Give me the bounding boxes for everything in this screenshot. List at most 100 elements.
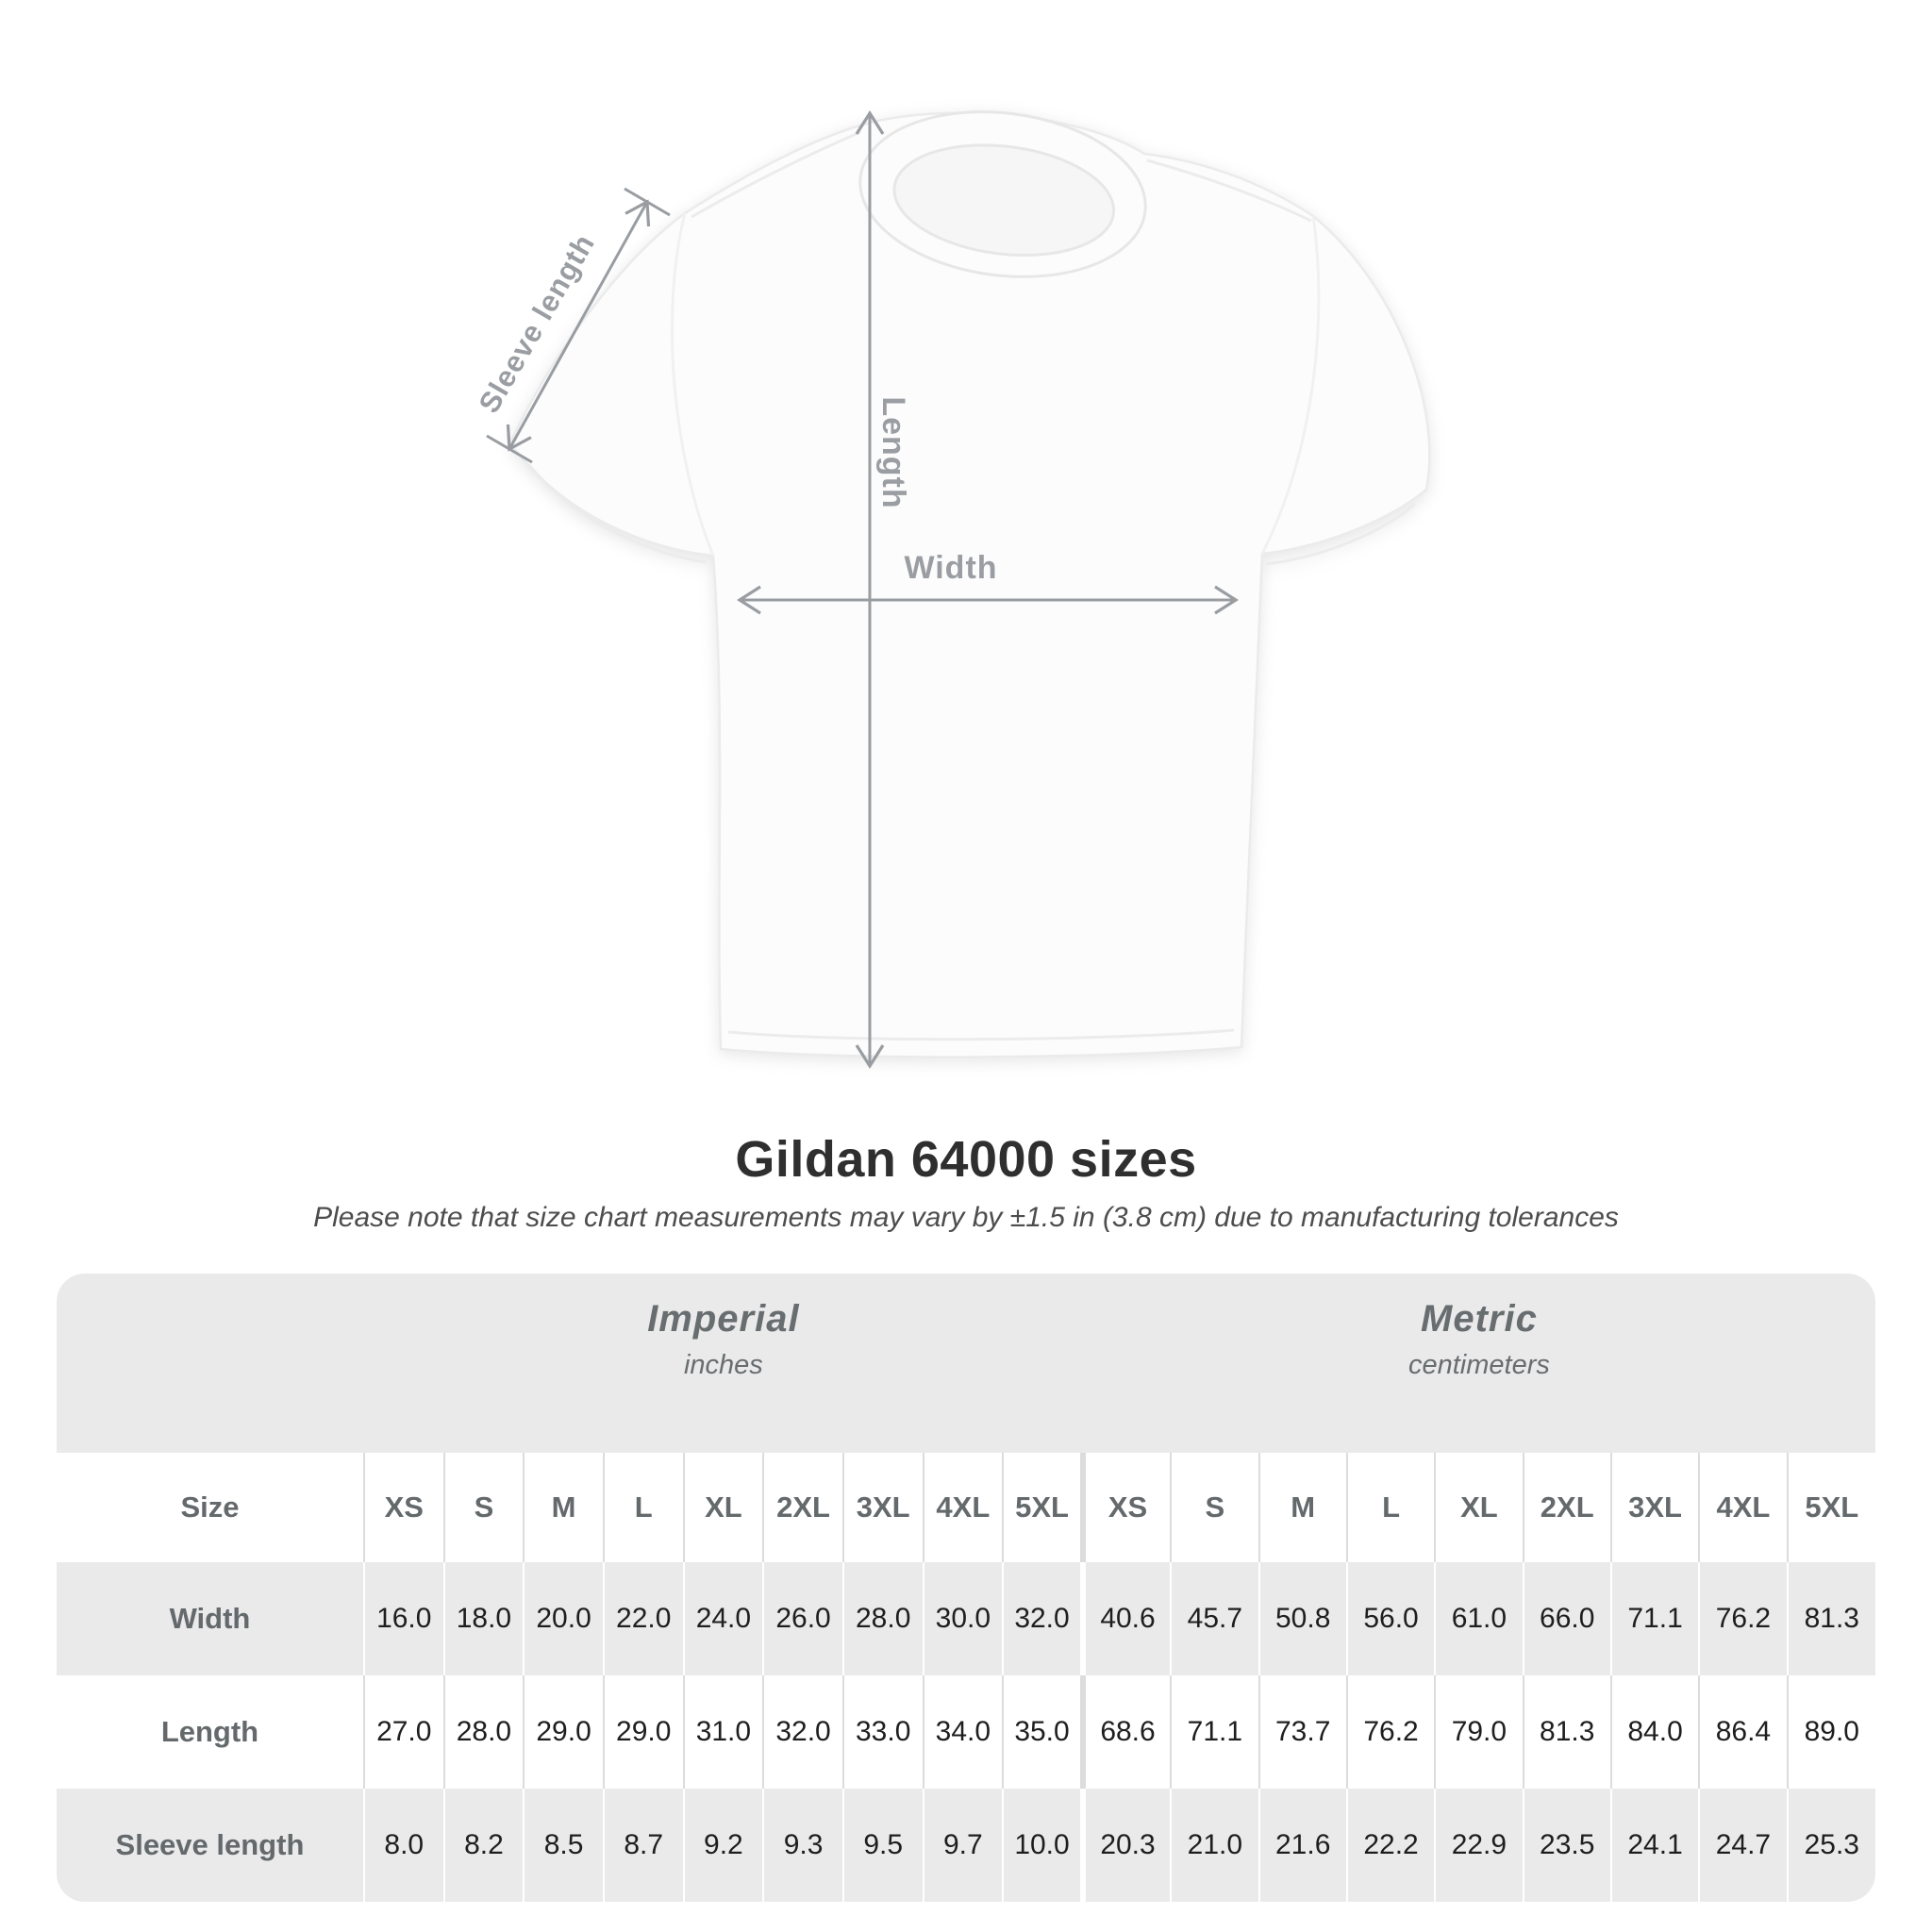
row-label-width: Width xyxy=(169,1602,251,1635)
imperial-size-col-4xl: 4XL xyxy=(922,1453,1004,1562)
metric-size-col-4xl: 4XL xyxy=(1698,1453,1788,1562)
cell-sleeve-metric-2xl: 23.5 xyxy=(1522,1789,1611,1902)
cell-width-metric-m: 50.8 xyxy=(1257,1562,1347,1675)
width-label: Width xyxy=(904,550,997,586)
cell-width-imperial-xs: 16.0 xyxy=(362,1562,444,1675)
cell-length-imperial-3xl: 33.0 xyxy=(841,1675,924,1789)
cell-width-imperial-3xl: 28.0 xyxy=(841,1562,924,1675)
cell-sleeve-imperial-s: 8.2 xyxy=(442,1789,525,1902)
cell-length-metric-l: 76.2 xyxy=(1345,1675,1436,1789)
cell-width-metric-xs: 40.6 xyxy=(1079,1562,1172,1675)
imperial-size-col-xs: XS xyxy=(362,1453,444,1562)
cell-width-metric-s: 45.7 xyxy=(1170,1562,1259,1675)
cell-length-imperial-2xl: 32.0 xyxy=(762,1675,843,1789)
right-shoulder-seam xyxy=(1146,158,1312,223)
cell-sleeve-imperial-l: 8.7 xyxy=(602,1789,684,1902)
metric-size-col-xs: XS xyxy=(1079,1453,1172,1562)
cell-width-metric-5xl: 81.3 xyxy=(1786,1562,1875,1675)
imperial-title: Imperial xyxy=(647,1298,800,1340)
cell-sleeve-metric-l: 22.2 xyxy=(1345,1789,1436,1902)
cell-width-imperial-l: 22.0 xyxy=(602,1562,684,1675)
cell-length-imperial-xl: 31.0 xyxy=(682,1675,764,1789)
tshirt-graphic xyxy=(508,110,1431,1058)
cell-sleeve-metric-3xl: 24.1 xyxy=(1609,1789,1700,1902)
imperial-unit: inches xyxy=(683,1350,763,1380)
cell-width-imperial-4xl: 30.0 xyxy=(922,1562,1004,1675)
cell-width-metric-2xl: 66.0 xyxy=(1522,1562,1611,1675)
cell-length-imperial-5xl: 35.0 xyxy=(1002,1675,1083,1789)
cell-width-imperial-2xl: 26.0 xyxy=(762,1562,843,1675)
right-sleeve-hem xyxy=(1265,502,1416,566)
size-header-label: Size xyxy=(180,1491,240,1524)
imperial-size-col-s: S xyxy=(442,1453,525,1562)
cell-sleeve-metric-4xl: 24.7 xyxy=(1698,1789,1788,1902)
right-armhole-seam xyxy=(1260,215,1321,555)
tolerance-note: Please note that size chart measurements… xyxy=(313,1202,1619,1233)
cell-length-metric-m: 73.7 xyxy=(1257,1675,1347,1789)
metric-size-col-2xl: 2XL xyxy=(1522,1453,1611,1562)
collar xyxy=(858,110,1147,278)
imperial-size-col-l: L xyxy=(602,1453,684,1562)
cell-width-metric-xl: 61.0 xyxy=(1434,1562,1524,1675)
metric-title: Metric xyxy=(1421,1298,1538,1340)
cell-width-metric-3xl: 71.1 xyxy=(1609,1562,1700,1675)
left-shoulder-seam xyxy=(691,130,861,219)
length-label: Length xyxy=(875,396,911,508)
metric-size-col-s: S xyxy=(1170,1453,1259,1562)
imperial-size-col-3xl: 3XL xyxy=(841,1453,924,1562)
left-sleeve-hem xyxy=(526,463,707,564)
cell-length-imperial-xs: 27.0 xyxy=(362,1675,444,1789)
cell-length-metric-s: 71.1 xyxy=(1170,1675,1259,1789)
imperial-size-col-5xl: 5XL xyxy=(1002,1453,1083,1562)
cell-length-imperial-4xl: 34.0 xyxy=(922,1675,1004,1789)
cell-width-imperial-m: 20.0 xyxy=(523,1562,604,1675)
cell-sleeve-metric-xl: 22.9 xyxy=(1434,1789,1524,1902)
cell-length-metric-4xl: 86.4 xyxy=(1698,1675,1788,1789)
sleeve-length-row: Sleeve length 8.0 8.2 8.5 8.7 9.2 9.3 9.… xyxy=(57,1789,1875,1902)
cell-length-metric-5xl: 89.0 xyxy=(1786,1675,1875,1789)
size-header-row: Size XS S M L XL 2XL 3XL 4XL 5XL XS S M … xyxy=(57,1453,1875,1562)
size-table-container: Imperial inches Metric centimeters Size … xyxy=(57,1274,1875,1902)
size-table: Imperial inches Metric centimeters Size … xyxy=(57,1274,1875,1902)
cell-sleeve-metric-xs: 20.3 xyxy=(1079,1789,1172,1902)
cell-length-metric-xs: 68.6 xyxy=(1079,1675,1172,1789)
units-band-row: Imperial inches Metric centimeters xyxy=(57,1274,1875,1453)
left-armhole-seam xyxy=(670,212,715,557)
width-row: Width 16.0 18.0 20.0 22.0 24.0 26.0 28.0… xyxy=(57,1562,1875,1675)
cell-sleeve-metric-m: 21.6 xyxy=(1257,1789,1347,1902)
metric-size-col-m: M xyxy=(1257,1453,1347,1562)
imperial-size-col-xl: XL xyxy=(682,1453,764,1562)
cell-width-imperial-xl: 24.0 xyxy=(682,1562,764,1675)
cell-sleeve-imperial-xl: 9.2 xyxy=(682,1789,764,1902)
page-title: Gildan 64000 sizes xyxy=(735,1131,1197,1188)
metric-size-col-xl: XL xyxy=(1434,1453,1524,1562)
cell-sleeve-imperial-4xl: 9.7 xyxy=(922,1789,1004,1902)
cell-sleeve-imperial-m: 8.5 xyxy=(523,1789,604,1902)
metric-unit: centimeters xyxy=(1407,1350,1550,1380)
imperial-size-col-2xl: 2XL xyxy=(762,1453,843,1562)
cell-length-imperial-s: 28.0 xyxy=(442,1675,525,1789)
cell-length-metric-xl: 79.0 xyxy=(1434,1675,1524,1789)
metric-band: Metric centimeters xyxy=(1083,1274,1875,1453)
cell-width-imperial-s: 18.0 xyxy=(442,1562,525,1675)
tshirt-measurement-diagram: Length Width Sleeve length xyxy=(473,110,1431,1069)
cell-length-metric-3xl: 84.0 xyxy=(1609,1675,1700,1789)
bottom-hem xyxy=(727,1028,1235,1041)
metric-size-col-3xl: 3XL xyxy=(1609,1453,1700,1562)
cell-sleeve-imperial-3xl: 9.5 xyxy=(841,1789,924,1902)
metric-size-col-l: L xyxy=(1345,1453,1436,1562)
cell-sleeve-imperial-xs: 8.0 xyxy=(362,1789,444,1902)
cell-width-metric-4xl: 76.2 xyxy=(1698,1562,1788,1675)
imperial-band: Imperial inches xyxy=(364,1274,1083,1453)
row-label-length: Length xyxy=(160,1715,259,1748)
cell-width-imperial-5xl: 32.0 xyxy=(1002,1562,1083,1675)
cell-sleeve-imperial-2xl: 9.3 xyxy=(762,1789,843,1902)
row-label-sleeve-length: Sleeve length xyxy=(115,1828,305,1861)
cell-sleeve-metric-5xl: 25.3 xyxy=(1786,1789,1875,1902)
metric-size-col-5xl: 5XL xyxy=(1786,1453,1875,1562)
cell-sleeve-metric-s: 21.0 xyxy=(1170,1789,1259,1902)
cell-length-imperial-m: 29.0 xyxy=(523,1675,604,1789)
cell-length-imperial-l: 29.0 xyxy=(602,1675,684,1789)
band-spacer xyxy=(57,1274,364,1453)
